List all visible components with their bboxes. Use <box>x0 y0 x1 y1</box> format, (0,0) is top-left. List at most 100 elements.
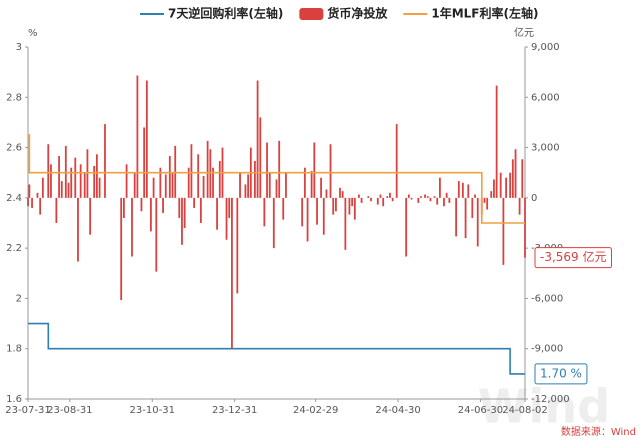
y-tick-label: 2.8 <box>6 92 22 103</box>
bar <box>448 197 451 203</box>
bar <box>389 192 391 198</box>
bar <box>341 191 344 198</box>
legend-label: 货币净投放 <box>327 6 388 21</box>
bar <box>64 145 67 198</box>
x-tick-label: 24-08-02 <box>502 405 547 416</box>
y2-tick-label: 9,000 <box>531 42 560 53</box>
bar <box>247 174 250 198</box>
bar <box>104 124 106 198</box>
bar <box>67 182 70 198</box>
bar <box>31 197 33 208</box>
end-label: 1.70 % <box>534 363 588 385</box>
y-tick-label: 2 <box>16 293 22 304</box>
bar <box>360 197 363 203</box>
bar <box>275 179 278 198</box>
bar <box>120 197 123 301</box>
bar <box>457 181 460 198</box>
bar <box>268 172 271 198</box>
bar <box>511 159 514 198</box>
bar <box>502 197 505 265</box>
bar <box>426 196 429 198</box>
bar <box>225 197 228 240</box>
bar <box>335 197 337 212</box>
bar <box>306 197 309 242</box>
legend-swatch <box>299 8 324 20</box>
legend-label: 7天逆回购利率(左轴) <box>168 6 283 21</box>
bar <box>455 197 458 237</box>
bar <box>339 187 341 198</box>
bar <box>313 142 316 198</box>
bar <box>325 189 328 198</box>
bar <box>353 197 356 220</box>
bar <box>316 197 318 225</box>
bar <box>209 149 212 198</box>
bar <box>133 172 136 198</box>
bar <box>348 197 351 215</box>
bar <box>370 197 372 202</box>
y-tick-label: 2.2 <box>6 243 22 254</box>
bar <box>193 197 196 208</box>
bar <box>476 197 479 247</box>
bar <box>376 197 379 205</box>
bar <box>131 197 133 257</box>
bar <box>439 177 441 198</box>
y-tick-label: 1.8 <box>6 344 22 355</box>
bar <box>155 197 158 272</box>
bar <box>216 197 218 230</box>
bar <box>74 157 77 198</box>
line <box>28 322 525 375</box>
bar <box>70 167 73 198</box>
bar <box>145 80 148 198</box>
bar <box>493 179 495 198</box>
bar <box>433 196 436 198</box>
bar <box>199 197 202 223</box>
bar <box>486 197 489 210</box>
x-tick-label: 24-06-30 <box>458 405 503 416</box>
x-tick-label: 23-10-31 <box>130 405 175 416</box>
bar <box>149 197 152 232</box>
bar <box>278 140 281 198</box>
bar <box>310 171 313 198</box>
bar <box>474 194 476 198</box>
bar <box>83 172 86 198</box>
bar <box>518 197 521 215</box>
end-label-box <box>534 247 612 269</box>
y-unit: % <box>28 28 38 39</box>
bar <box>524 197 526 258</box>
bar <box>168 155 171 198</box>
bar <box>386 196 389 198</box>
bar <box>171 172 174 198</box>
bar <box>98 177 101 198</box>
bar <box>236 197 239 294</box>
bar <box>282 197 285 220</box>
bar <box>329 144 332 198</box>
bar <box>183 197 186 229</box>
bar <box>152 177 155 198</box>
bar <box>140 197 143 212</box>
bar <box>303 167 306 198</box>
y-tick-label: 2.6 <box>6 143 22 154</box>
bar <box>27 197 29 207</box>
bar <box>89 197 92 235</box>
bar <box>58 155 60 198</box>
line <box>28 134 525 224</box>
bar <box>410 197 413 200</box>
end-label: -3,569 亿元 <box>534 247 612 269</box>
bar <box>239 172 241 198</box>
bar <box>344 197 347 250</box>
bar <box>244 184 247 198</box>
bar <box>424 194 426 198</box>
bar <box>285 172 287 198</box>
bar <box>332 197 335 215</box>
y2-tick-label: -9,000 <box>531 344 563 355</box>
bar <box>228 197 231 218</box>
bar <box>301 197 304 227</box>
bar <box>495 85 498 198</box>
bar <box>322 197 325 235</box>
end-label-box <box>534 363 588 385</box>
bar <box>86 149 89 198</box>
bar <box>357 194 360 198</box>
bar <box>162 197 164 213</box>
y2-tick-label: 6,000 <box>531 92 560 103</box>
